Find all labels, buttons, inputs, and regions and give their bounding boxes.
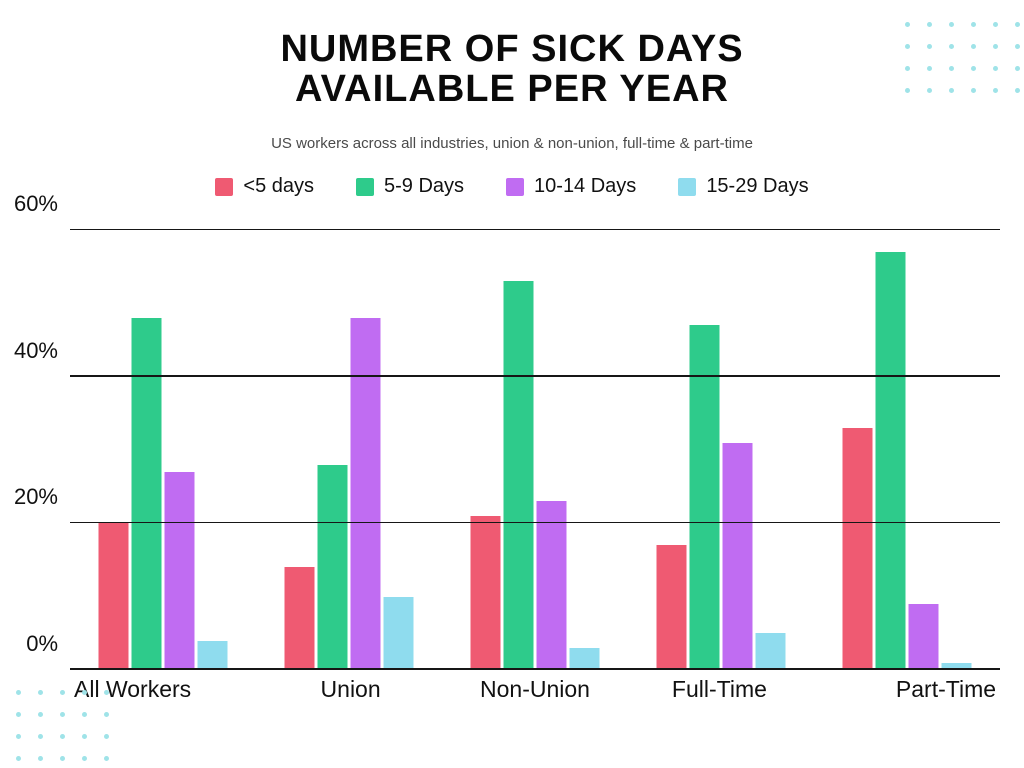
legend-label: 5-9 Days [384, 175, 464, 198]
bar [909, 604, 939, 670]
x-tick-label: Union [258, 676, 442, 703]
legend-label: <5 days [243, 175, 314, 198]
bar [690, 325, 720, 670]
bar [471, 516, 501, 670]
bar [165, 472, 195, 670]
bar [351, 318, 381, 670]
legend-swatch [506, 178, 524, 196]
bar-group [628, 230, 814, 670]
bar [504, 281, 534, 670]
legend-item: <5 days [215, 175, 314, 198]
legend-swatch [356, 178, 374, 196]
decorative-dots [905, 22, 1024, 110]
y-tick-label: 40% [14, 338, 70, 364]
bar-group [256, 230, 442, 670]
bar [198, 641, 228, 670]
legend-item: 15-29 Days [678, 175, 808, 198]
chart-subtitle: US workers across all industries, union … [0, 135, 1024, 152]
legend-swatch [215, 178, 233, 196]
bar-groups [70, 230, 1000, 670]
x-axis-labels: All WorkersUnionNon-UnionFull-TimePart-T… [70, 676, 1000, 703]
legend-item: 5-9 Days [356, 175, 464, 198]
bar [99, 523, 129, 670]
y-tick-label: 60% [14, 191, 70, 217]
chart-canvas: NUMBER OF SICK DAYSAVAILABLE PER YEAR US… [0, 0, 1024, 768]
bar [843, 428, 873, 670]
bar [570, 648, 600, 670]
legend-label: 15-29 Days [706, 175, 808, 198]
bar [384, 597, 414, 670]
bar-group [70, 230, 256, 670]
bar [318, 465, 348, 670]
chart-legend: <5 days 5-9 Days 10-14 Days 15-29 Days [0, 175, 1024, 198]
y-tick-label: 0% [26, 631, 70, 657]
y-tick-label: 20% [14, 484, 70, 510]
legend-swatch [678, 178, 696, 196]
bar [723, 443, 753, 670]
grid-line [70, 522, 1000, 524]
plot-area: 0%20%40%60% [70, 230, 1000, 670]
chart-title: NUMBER OF SICK DAYSAVAILABLE PER YEAR [0, 30, 1024, 110]
bar [132, 318, 162, 670]
decorative-dots [0, 690, 126, 768]
x-tick-label: Part-Time [812, 676, 1000, 703]
bar [537, 501, 567, 670]
x-tick-label: Non-Union [443, 676, 627, 703]
bar-group [442, 230, 628, 670]
grid-line [70, 375, 1000, 377]
bar [756, 633, 786, 670]
grid-line [70, 229, 1000, 231]
bar [657, 545, 687, 670]
x-tick-label: Full-Time [627, 676, 811, 703]
bar-group [814, 230, 1000, 670]
x-axis-line [70, 668, 1000, 670]
bar [285, 567, 315, 670]
bar [876, 252, 906, 670]
legend-item: 10-14 Days [506, 175, 636, 198]
legend-label: 10-14 Days [534, 175, 636, 198]
